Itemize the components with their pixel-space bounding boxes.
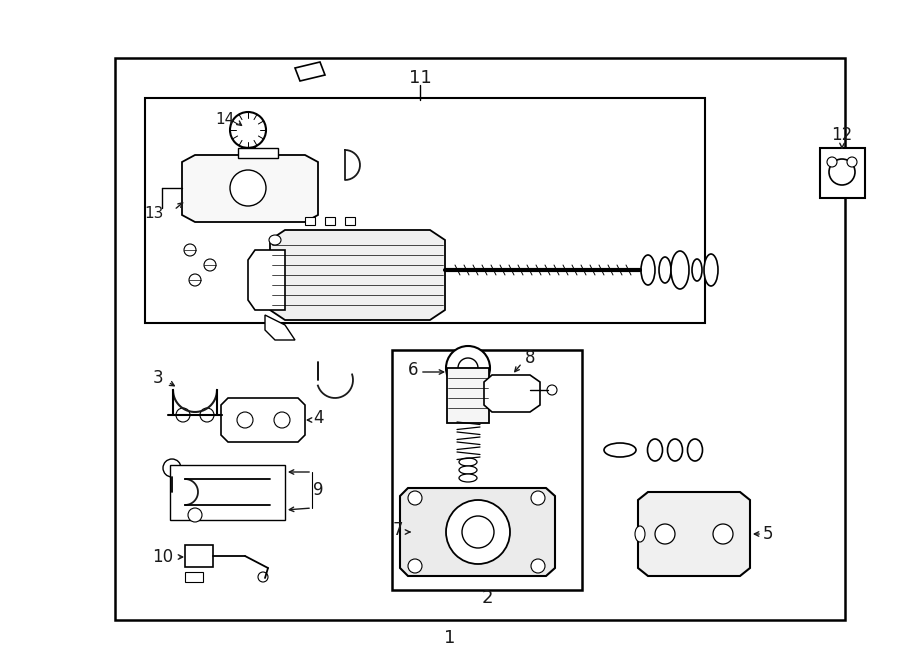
Polygon shape xyxy=(270,230,445,320)
Circle shape xyxy=(230,112,266,148)
Ellipse shape xyxy=(659,257,671,283)
Circle shape xyxy=(237,412,253,428)
Ellipse shape xyxy=(647,439,662,461)
Ellipse shape xyxy=(269,255,281,265)
Circle shape xyxy=(163,459,181,477)
Bar xyxy=(305,217,315,225)
Ellipse shape xyxy=(671,251,689,289)
Ellipse shape xyxy=(704,254,718,286)
Ellipse shape xyxy=(604,443,636,457)
Bar xyxy=(170,465,285,520)
Text: 3: 3 xyxy=(153,369,163,387)
Circle shape xyxy=(531,491,545,505)
Bar xyxy=(447,368,489,423)
Polygon shape xyxy=(638,492,750,576)
Ellipse shape xyxy=(641,255,655,285)
Ellipse shape xyxy=(459,466,477,474)
Circle shape xyxy=(829,159,855,185)
Circle shape xyxy=(408,491,422,505)
Bar xyxy=(185,545,213,567)
Ellipse shape xyxy=(459,474,477,482)
Polygon shape xyxy=(248,250,285,310)
Text: 2: 2 xyxy=(482,589,493,607)
Ellipse shape xyxy=(688,439,703,461)
Ellipse shape xyxy=(668,439,682,461)
Polygon shape xyxy=(182,155,318,222)
Circle shape xyxy=(176,408,190,422)
Text: 9: 9 xyxy=(313,481,323,499)
Ellipse shape xyxy=(459,458,477,466)
Bar xyxy=(345,217,355,225)
Circle shape xyxy=(446,346,490,390)
Text: 1: 1 xyxy=(445,629,455,647)
Ellipse shape xyxy=(635,526,645,542)
Circle shape xyxy=(184,244,196,256)
Text: 6: 6 xyxy=(408,361,418,379)
Bar xyxy=(241,147,255,155)
Circle shape xyxy=(547,385,557,395)
Circle shape xyxy=(655,524,675,544)
Circle shape xyxy=(446,500,510,564)
Bar xyxy=(325,217,335,225)
Polygon shape xyxy=(484,375,540,412)
Polygon shape xyxy=(265,315,295,340)
Ellipse shape xyxy=(269,275,281,285)
Text: 14: 14 xyxy=(215,112,235,128)
Circle shape xyxy=(189,274,201,286)
Circle shape xyxy=(408,559,422,573)
Circle shape xyxy=(827,157,837,167)
Bar xyxy=(185,572,203,582)
Bar xyxy=(820,148,865,198)
Circle shape xyxy=(847,157,857,167)
Circle shape xyxy=(274,412,290,428)
Circle shape xyxy=(458,358,478,378)
Ellipse shape xyxy=(692,259,702,281)
Circle shape xyxy=(462,516,494,548)
Bar xyxy=(238,148,278,158)
Circle shape xyxy=(258,572,268,582)
Text: 7: 7 xyxy=(392,521,403,539)
Bar xyxy=(115,58,845,620)
Polygon shape xyxy=(221,398,305,442)
Text: 10: 10 xyxy=(152,548,174,566)
Bar xyxy=(145,98,705,323)
Text: 4: 4 xyxy=(313,409,323,427)
Text: 11: 11 xyxy=(409,69,431,87)
Circle shape xyxy=(230,170,266,206)
Text: 13: 13 xyxy=(144,206,164,221)
Text: 5: 5 xyxy=(763,525,773,543)
Text: 8: 8 xyxy=(525,349,535,367)
Polygon shape xyxy=(400,488,555,576)
Polygon shape xyxy=(295,62,325,81)
Circle shape xyxy=(204,259,216,271)
Bar xyxy=(392,350,582,590)
Ellipse shape xyxy=(269,235,281,245)
Circle shape xyxy=(200,408,214,422)
Text: 12: 12 xyxy=(832,126,852,144)
Circle shape xyxy=(713,524,733,544)
Circle shape xyxy=(188,508,202,522)
Circle shape xyxy=(531,559,545,573)
